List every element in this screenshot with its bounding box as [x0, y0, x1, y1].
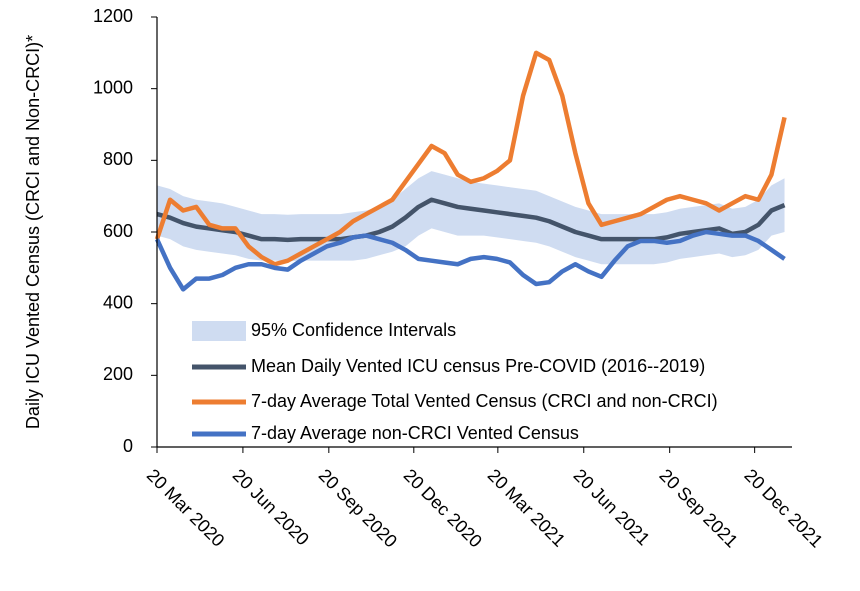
plot-area: [154, 50, 787, 292]
line: [154, 50, 787, 267]
x-tick-label: 20 Jun 2021: [570, 465, 654, 549]
y-axis-label: Daily ICU Vented Census (CRCI and Non-CR…: [23, 35, 43, 429]
y-tick-label: 600: [103, 221, 133, 241]
legend-label: 95% Confidence Intervals: [251, 320, 456, 340]
x-tick-label: 20 Jun 2020: [229, 465, 313, 549]
y-tick-label: 800: [103, 149, 133, 169]
x-tick-label: 20 Mar 2020: [143, 465, 229, 551]
y-tick-label: 200: [103, 364, 133, 384]
y-tick-label: 1200: [93, 6, 133, 26]
y-tick-label: 0: [123, 436, 133, 456]
line: [154, 229, 786, 292]
legend: 95% Confidence Intervals Mean Daily Vente…: [192, 320, 718, 443]
legend-label: 7-day Average non-CRCI Vented Census: [251, 423, 579, 443]
line: [156, 197, 786, 243]
x-tick-label: 20 Dec 2020: [400, 465, 486, 551]
y-tick-label: 400: [103, 292, 133, 312]
legend-label: 7-day Average Total Vented Census (CRCI …: [251, 391, 718, 411]
legend-swatch: [192, 321, 246, 341]
legend-label: Mean Daily Vented ICU census Pre-COVID (…: [251, 356, 705, 376]
x-tick-label: 20 Sep 2020: [315, 465, 401, 551]
y-tick-label: 1000: [93, 77, 133, 97]
x-tick-label: 20 Dec 2021: [740, 465, 826, 551]
x-tick-label: 20 Mar 2021: [484, 465, 570, 551]
x-tick-label: 20 Sep 2021: [655, 465, 741, 551]
